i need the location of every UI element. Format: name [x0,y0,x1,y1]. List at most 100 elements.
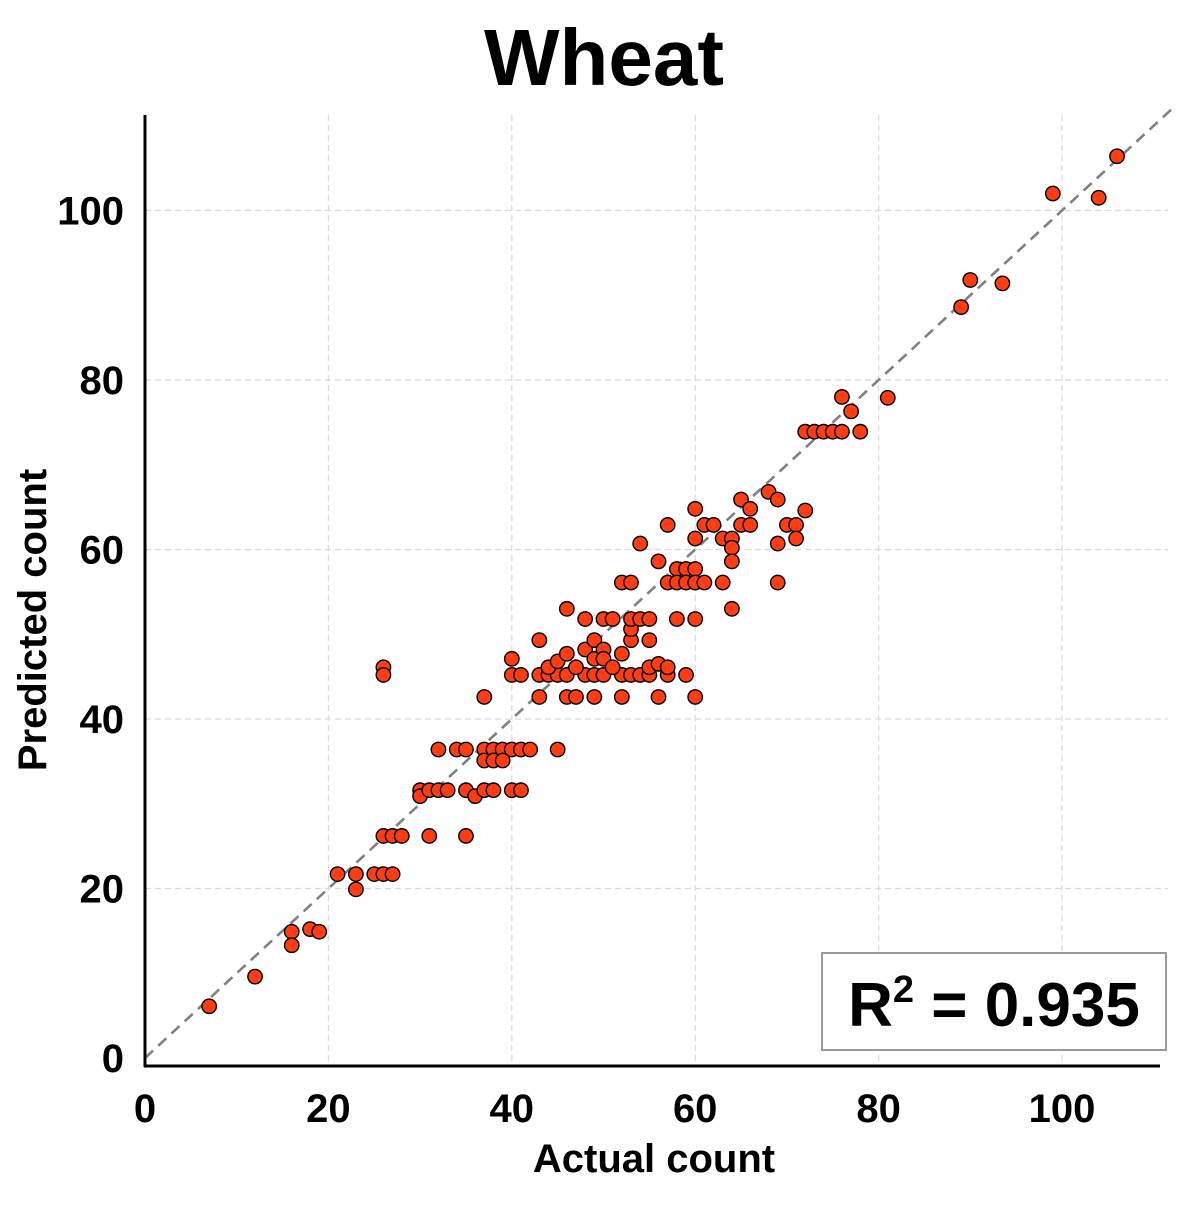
data-point [513,667,529,683]
data-point [687,611,704,627]
data-point [613,689,630,705]
x-tick-label: 40 [490,1087,535,1131]
data-point [485,782,502,799]
data-points [201,148,1125,1015]
data-point [558,645,575,662]
data-point [348,881,364,898]
data-point [531,632,548,649]
identity-line-group [144,107,1173,1059]
x-tick-label: 80 [856,1087,901,1131]
x-axis-label: Actual count [533,1137,775,1181]
data-point [769,574,786,591]
data-point [797,502,814,519]
data-point [531,689,548,705]
data-point [513,782,529,799]
data-point [843,403,859,420]
y-tick-label: 0 [102,1037,124,1081]
data-point [994,275,1011,292]
data-point [558,600,575,617]
data-point [723,600,740,617]
data-point [696,574,713,591]
data-point [201,998,218,1015]
data-point [687,530,704,547]
data-point [1090,189,1107,206]
data-point [393,828,410,844]
data-point [283,937,300,954]
data-point [723,539,740,556]
data-point [687,500,704,517]
r2-superscript: 2 [893,969,914,1011]
data-point [641,632,658,649]
data-point [458,828,474,844]
data-point [687,689,704,705]
data-point [769,491,786,508]
data-point [668,611,685,627]
data-point [1109,148,1125,165]
data-point [613,645,630,662]
data-point [834,423,850,440]
data-point [788,517,804,533]
data-point [430,741,447,758]
data-point [769,535,786,552]
data-point [494,752,511,769]
identity-line [144,107,1173,1059]
y-tick-label: 60 [80,529,125,573]
data-point [641,611,658,627]
data-point [476,689,493,705]
data-point [348,866,364,882]
data-point [522,741,539,758]
data-point [586,632,603,649]
data-point [714,574,731,591]
data-point [733,491,749,508]
data-point [384,866,401,882]
data-point [283,923,300,940]
data-point [742,500,759,517]
data-point [678,667,694,683]
data-point [577,611,594,627]
data-point [458,741,474,758]
r2-annotation: R2 = 0.935 [821,952,1167,1051]
r2-box [821,952,1167,1051]
data-point [604,611,621,627]
data-point [659,659,676,676]
data-point [962,272,979,288]
data-point [568,659,584,676]
data-point [705,517,722,533]
data-point [247,968,263,985]
x-tick-label: 100 [1029,1087,1096,1131]
data-point [852,423,869,440]
data-point [650,689,667,705]
data-point [503,650,520,667]
data-point [586,689,603,705]
data-point [375,667,392,683]
data-point [421,828,438,844]
y-tick-label: 20 [80,868,125,912]
data-point [604,659,621,676]
data-point [568,689,584,705]
tick-labels: 0 20 40 60 80 100 0 20 40 60 80 100 [57,190,1095,1132]
data-point [623,574,639,591]
data-point [549,741,566,758]
data-point [687,561,704,577]
y-tick-label: 40 [80,698,125,742]
grid-lines [145,115,1168,1066]
data-point [879,389,896,406]
chart-title: Wheat [484,13,724,102]
x-tick-label: 20 [306,1087,351,1131]
data-point [788,530,804,547]
x-tick-label: 60 [673,1087,718,1131]
y-tick-label: 100 [57,190,124,234]
data-point [577,641,594,658]
data-point [650,553,667,570]
y-axis-label: Predicted count [11,469,55,771]
x-tick-label: 0 [134,1087,156,1131]
data-point [439,782,456,799]
data-point [834,389,850,405]
data-point [953,299,970,316]
r2-value: = 0.935 [914,971,1140,1040]
r2-label: R2 = 0.935 [848,969,1140,1040]
data-point [723,553,740,570]
data-point [311,923,328,940]
